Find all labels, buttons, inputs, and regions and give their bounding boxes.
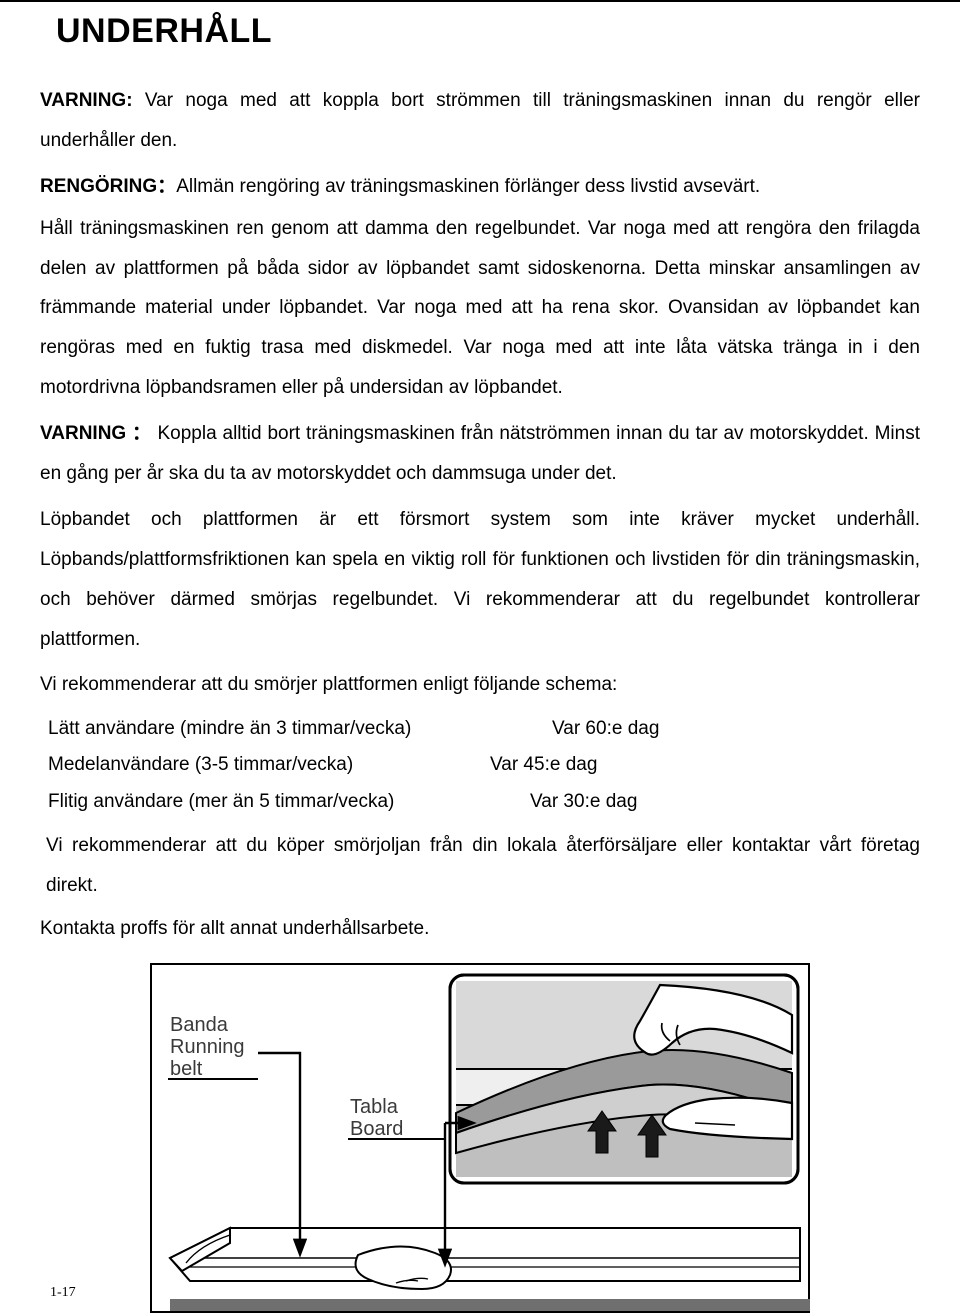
- document-body: UNDERHÅLL VARNING: Var noga med att kopp…: [0, 12, 960, 1313]
- warning-text-2: Koppla alltid bort träningsmaskinen från…: [40, 423, 920, 484]
- page-title: UNDERHÅLL: [56, 12, 920, 51]
- schedule-user-heavy: Flitig användare (mer än 5 timmar/vecka): [40, 784, 530, 820]
- warning-paragraph-1: VARNING: Var noga med att koppla bort st…: [40, 81, 920, 161]
- schedule-user-light: Lätt användare (mindre än 3 timmar/vecka…: [40, 711, 552, 747]
- treadmill-diagram-svg: Banda Running belt Tabla Board: [150, 963, 810, 1313]
- cleaning-label: RENGÖRING：: [40, 176, 176, 197]
- schedule-freq-heavy: Var 30:e dag: [530, 784, 637, 820]
- label-tabla-line2: Board: [350, 1118, 403, 1140]
- schedule-row-medium: Medelanvändare (3-5 timmar/vecka) Var 45…: [40, 747, 920, 783]
- warning-text-1: Var noga med att koppla bort strömmen ti…: [40, 90, 920, 151]
- cleaning-text: Allmän rengöring av träningsmaskinen för…: [176, 176, 760, 197]
- after-schedule-paragraph: Vi rekommenderar att du köper smörjoljan…: [40, 826, 920, 906]
- label-tabla-line1: Tabla: [350, 1096, 399, 1118]
- warning-label-1: VARNING:: [40, 90, 133, 111]
- schedule-freq-light: Var 60:e dag: [552, 711, 659, 747]
- schedule-freq-medium: Var 45:e dag: [490, 747, 597, 783]
- label-banda-line2: Running: [170, 1036, 245, 1058]
- schedule-user-medium: Medelanvändare (3-5 timmar/vecka): [40, 747, 490, 783]
- top-border-rule: [0, 0, 960, 2]
- warning-label-2: VARNING ：: [40, 423, 152, 444]
- cleaning-paragraph-intro: RENGÖRING：Allmän rengöring av träningsma…: [40, 167, 920, 207]
- label-banda-line1: Banda: [170, 1014, 229, 1036]
- upper-panel: [450, 975, 798, 1183]
- page-number: 1-17: [50, 1285, 76, 1301]
- lubrication-paragraph: Löpbandet och plattformen är ett försmor…: [40, 500, 920, 660]
- warning-paragraph-2: VARNING ： Koppla alltid bort träningsmas…: [40, 414, 920, 494]
- schedule-row-light: Lätt användare (mindre än 3 timmar/vecka…: [40, 711, 920, 747]
- schedule-row-heavy: Flitig användare (mer än 5 timmar/vecka)…: [40, 784, 920, 820]
- label-banda-line3: belt: [170, 1058, 203, 1080]
- maintenance-figure: Banda Running belt Tabla Board: [150, 963, 810, 1313]
- contact-paragraph: Kontakta proffs för allt annat underhåll…: [40, 909, 920, 949]
- cleaning-paragraph-body: Håll träningsmaskinen ren genom att damm…: [40, 209, 920, 408]
- schedule-intro: Vi rekommenderar att du smörjer plattfor…: [40, 665, 920, 705]
